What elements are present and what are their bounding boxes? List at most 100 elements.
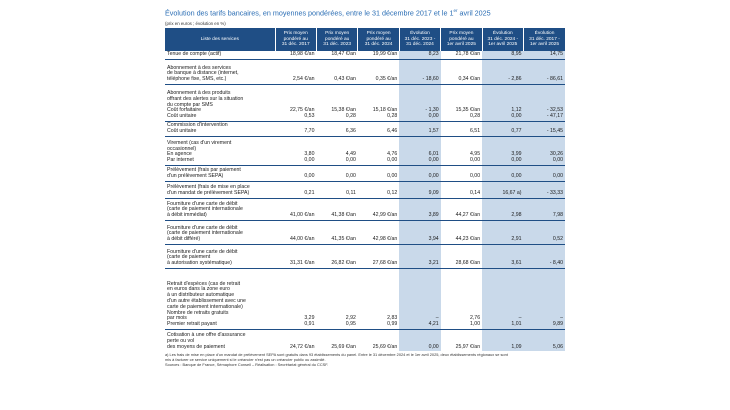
footnote-a: a) Les frais de mise en place d'un manda… xyxy=(165,352,508,357)
evolution-cell: 3,89 xyxy=(399,197,441,220)
evolution-cell: 0,52 xyxy=(523,219,565,244)
service-label: Prélèvement (frais de mise en place d'un… xyxy=(165,180,276,198)
evolution-cell: 0,00 xyxy=(482,164,524,181)
price-cell: 0,00 xyxy=(316,164,358,181)
sources-note: Sources : Banque de France, Sémaphore Co… xyxy=(165,361,329,367)
service-label: Cotisation à une offre d'assurance perte… xyxy=(165,328,276,351)
evolution-cell: 3,94 xyxy=(399,219,441,244)
evolution-cell: 9,09 xyxy=(399,180,441,198)
price-cell: 0,34 €/an xyxy=(440,58,483,84)
report-figure: Évolution des tarifs bancaires, en moyen… xyxy=(165,6,565,367)
price-cell: 4,76 0,00 xyxy=(357,135,400,165)
column-header-7: Évolution 31 déc. 2017 - 1er avril 2025 xyxy=(523,28,565,51)
evolution-cell: - 33,33 xyxy=(523,180,565,198)
price-cell: 22,75 €/an 0,53 xyxy=(275,83,317,121)
price-cell: 18,98 €/an xyxy=(289,51,315,58)
evolution-cell: 1,57 xyxy=(399,120,441,136)
evolution-cell: - 2,86 xyxy=(482,58,524,84)
table-row: Virement (cas d'un virement occasionnel)… xyxy=(165,135,565,165)
tariff-table: Liste des services Prix moyen pondéré au … xyxy=(165,28,565,351)
evolution-cell: 3,21 xyxy=(399,243,441,268)
table-row: Retrait d'espèces (cas de retrait en eur… xyxy=(165,267,565,329)
price-cell: 7,70 xyxy=(275,120,317,136)
service-label: Virement (cas d'un virement occasionnel)… xyxy=(165,135,276,165)
price-cell: 15,38 €/an 0,28 xyxy=(316,83,358,121)
price-cell: 4,49 0,00 xyxy=(316,135,358,165)
price-cell: 0,35 €/an xyxy=(357,58,400,84)
evolution-cell: 2,98 xyxy=(482,197,524,220)
price-cell: 28,68 €/an xyxy=(440,243,483,268)
price-cell: 41,00 €/an xyxy=(275,197,317,220)
table-row: Fourniture d'une carte de débit (carte d… xyxy=(165,197,565,220)
price-cell: 0,12 xyxy=(357,180,400,198)
service-label: Prélèvement (frais par paiement d'un pré… xyxy=(165,164,276,181)
table-row: Abonnement à des services de banque à di… xyxy=(165,58,565,84)
price-cell: 15,18 €/an 0,28 xyxy=(357,83,400,121)
price-cell: 19,99 €/an xyxy=(372,51,398,58)
price-cell: 4,95 0,00 xyxy=(440,135,483,165)
evolution-cell: - 18,60 xyxy=(399,58,441,84)
price-cell: 25,69 €/an xyxy=(357,328,400,351)
price-cell: 0,00 xyxy=(275,164,317,181)
evolution-cell: 0,77 xyxy=(482,120,524,136)
price-cell: 41,35 €/an xyxy=(316,219,358,244)
table-row: Prélèvement (frais de mise en place d'un… xyxy=(165,180,565,198)
column-header-service: Liste des services xyxy=(165,28,276,51)
price-cell: 41,38 €/an xyxy=(316,197,358,220)
price-cell: 6,36 xyxy=(316,120,358,136)
evolution-cell: - 8,40 xyxy=(523,243,565,268)
table-row: Commission d'intervention Coût unitaire 7… xyxy=(165,120,565,136)
price-cell: 0,14 xyxy=(440,180,483,198)
service-label: Fourniture d'une carte de débit (carte d… xyxy=(165,243,276,268)
column-header-2: Prix moyen pondéré au 31 déc. 2023 xyxy=(315,28,358,51)
table-body: Tenue de compte (actif) 18,98 €/an 18,47 €… xyxy=(165,51,565,351)
evolution-cell: - 86,61 xyxy=(523,58,565,84)
table-header: Liste des services Prix moyen pondéré au … xyxy=(165,28,565,51)
table-row: Fourniture d'une carte de débit (carte d… xyxy=(165,243,565,268)
price-cell: 0,43 €/an xyxy=(316,58,358,84)
evolution-cell: - 1,30 0,00 xyxy=(399,83,441,121)
price-cell: 21,78 €/an xyxy=(455,51,481,58)
service-label: Abonnement à des services de banque à di… xyxy=(165,58,276,84)
price-cell: 15,35 €/an 0,28 xyxy=(440,83,483,121)
price-cell: 44,00 €/an xyxy=(275,219,317,244)
evolution-cell: – 1,01 xyxy=(482,267,524,329)
service-label: Fourniture d'une carte de débit (carte d… xyxy=(165,219,276,244)
price-cell: 2,76 1,00 xyxy=(440,267,483,329)
price-cell: 6,51 xyxy=(440,120,483,136)
price-cell: 44,27 €/an xyxy=(440,197,483,220)
price-cell: 18,47 €/an xyxy=(331,51,356,58)
figure-subtitle: (prix en euros ; évolution en %) xyxy=(165,21,226,26)
evolution-cell: 2,91 xyxy=(482,219,524,244)
evolution-cell: 1,12 0,00 xyxy=(482,83,524,121)
evolution-cell: – 4,21 xyxy=(399,267,441,329)
table-row: Cotisation à une offre d'assurance perte… xyxy=(165,328,565,351)
evolution-cell: – 9,89 xyxy=(523,267,565,329)
evolution-cell: - 15,45 xyxy=(523,120,565,136)
evolution-cell: 1,09 xyxy=(482,328,524,351)
price-cell: 26,82 €/an xyxy=(316,243,358,268)
evolution-cell: 0,00 xyxy=(399,328,441,351)
price-cell: 42,99 €/an xyxy=(357,197,400,220)
table-row: Fourniture d'une carte de débit (carte d… xyxy=(165,219,565,244)
evolution-cell: 6,01 0,00 xyxy=(399,135,441,165)
price-cell: 24,72 €/an xyxy=(275,328,317,351)
price-cell: 0,00 xyxy=(440,164,483,181)
table-row: Tenue de compte (actif) 18,98 €/an 18,47 €… xyxy=(165,51,565,59)
price-cell: 6,46 xyxy=(357,120,400,136)
column-header-4: Évolution 31 déc. 2023 - 31 déc. 2024 xyxy=(398,28,441,51)
price-cell: 0,11 xyxy=(316,180,358,198)
price-cell: 25,69 €/an xyxy=(316,328,358,351)
price-cell: 44,23 €/an xyxy=(440,219,483,244)
price-cell: 2,83 0,99 xyxy=(357,267,400,329)
column-header-6: Évolution 31 déc. 2024 - 1er avril 2025 xyxy=(481,28,524,51)
price-cell: 2,92 0,95 xyxy=(316,267,358,329)
evolution-cell: 7,98 xyxy=(523,197,565,220)
evolution-cell: 14,75 xyxy=(523,51,565,59)
service-label: Commission d'intervention Coût unitaire xyxy=(165,120,276,136)
evolution-cell: 5,06 xyxy=(523,328,565,351)
price-cell: 3,80 0,00 xyxy=(275,135,317,165)
price-cell: 3,29 0,91 xyxy=(275,267,317,329)
price-cell: 0,21 xyxy=(275,180,317,198)
evolution-cell: - 32,53 - 47,17 xyxy=(523,83,565,121)
